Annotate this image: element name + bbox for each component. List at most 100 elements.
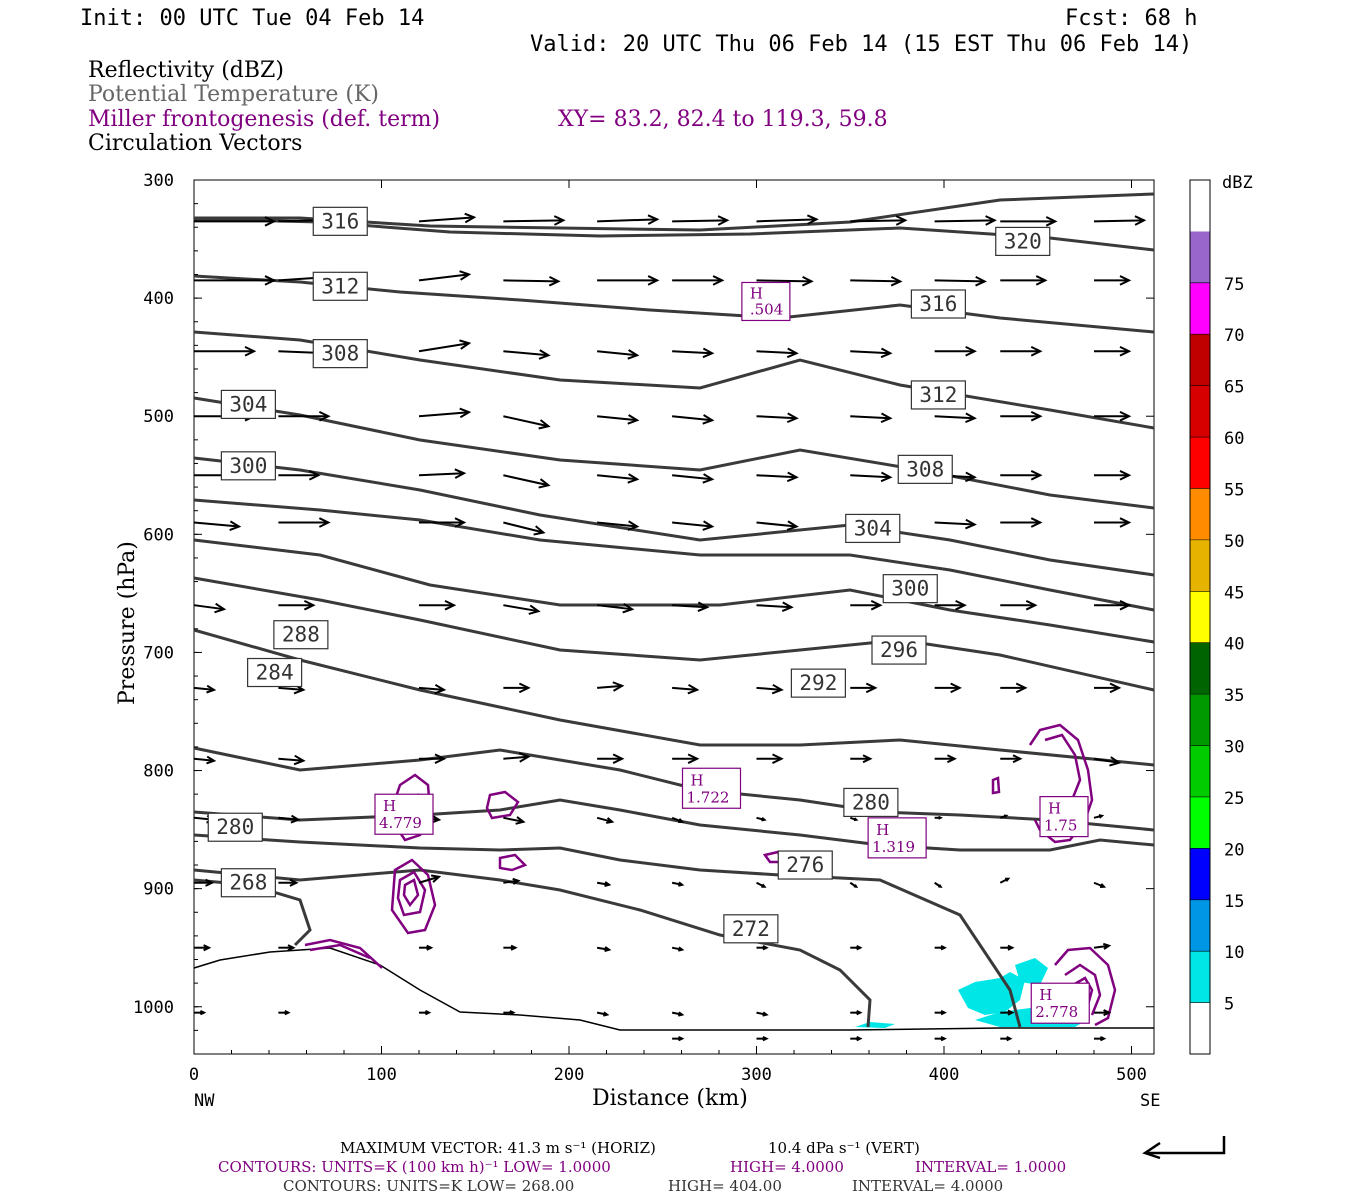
circulation-vector-head (214, 602, 227, 614)
circulation-vector-head (434, 753, 447, 764)
colorbar-label: 50 (1224, 532, 1244, 552)
circulation-vector-head (1098, 814, 1105, 819)
frontogenesis-contours (304, 723, 1117, 1027)
fronto-contour (1028, 723, 1094, 844)
circulation-vector (1093, 219, 1145, 223)
circulation-vector-head (293, 754, 306, 766)
circulation-vector-head (880, 347, 893, 359)
circulation-vector-head (289, 878, 299, 887)
circulation-vector-head (1012, 754, 1023, 764)
x-tick-label: 500 (1116, 1065, 1147, 1085)
init-label: Init: 00 UTC Tue 04 Feb 14 (80, 6, 424, 31)
circulation-vector-head (1030, 517, 1043, 528)
circulation-vector-head (1119, 275, 1132, 286)
circulation-vector-head (965, 346, 977, 357)
theta-line (193, 456, 1155, 577)
fronto-contour (304, 938, 383, 969)
circulation-vector-head (647, 214, 660, 225)
circulation-vector (756, 415, 797, 420)
y-axis-title: Pressure (hPa) (115, 541, 140, 705)
circulation-vector-head (1119, 599, 1132, 611)
circulation-vector (850, 415, 891, 420)
circulation-vector (418, 216, 475, 223)
reference-vector (1142, 1136, 1226, 1160)
theta-line (193, 746, 1155, 832)
colorbar-bin (1190, 539, 1210, 592)
circulation-vector (597, 604, 633, 611)
theta-label: 288 (282, 623, 320, 647)
y-tick-label: 500 (143, 407, 174, 427)
circulation-vector-head (627, 414, 640, 425)
fronto-max-box (1030, 982, 1090, 1024)
fronto-max-value: 1.75 (1044, 817, 1077, 835)
circulation-vector (596, 816, 613, 823)
theta-label: 316 (321, 209, 359, 233)
circulation-vector-head (762, 1036, 769, 1042)
theta-label: 268 (229, 871, 267, 895)
circulation-vector-head (264, 275, 277, 286)
valid-label: Valid: 20 UTC Thu 06 Feb 14 (15 EST Thu … (530, 32, 1192, 57)
theta-label-box (871, 635, 927, 665)
circulation-vector (503, 816, 524, 823)
y-tick-label: 700 (143, 643, 174, 663)
circulation-vector (193, 757, 215, 762)
theta-label-box (910, 380, 966, 410)
circulation-vector (597, 684, 623, 689)
theta-label: 308 (321, 342, 359, 366)
colorbar-bin (1190, 282, 1210, 335)
circulation-vector (503, 879, 519, 884)
circulation-vector-head (424, 1010, 432, 1016)
circulation-vector-head (856, 1010, 863, 1016)
circulation-vector-head (762, 945, 769, 951)
fronto-max-h: H (691, 771, 704, 789)
colorbar-label: 70 (1224, 326, 1244, 346)
circulation-vector-head (1119, 346, 1132, 357)
circulation-vector-head (772, 753, 784, 764)
circulation-vector-head (1119, 470, 1132, 481)
circulation-vector-head (697, 601, 710, 612)
footer-contours-fronto-interval: INTERVAL= 1.0000 (915, 1158, 1066, 1176)
circulation-vector-head (431, 814, 442, 824)
circulation-vector-head (244, 346, 257, 357)
circulation-vector-head (459, 339, 472, 350)
circulation-vector (756, 474, 797, 479)
axes: 0 100 200 300 400 500 300 400 500 600 700 800 900 100… (133, 171, 1154, 1085)
theta-line (193, 833, 1022, 1028)
theta-label: 312 (919, 383, 957, 407)
colorbar-label: 20 (1224, 840, 1244, 860)
circulation-vector-head (678, 1036, 685, 1042)
fronto-max-value: 1.319 (872, 838, 915, 856)
reference-vector-arrow (1148, 1136, 1226, 1155)
theta-labels: 316320312316H.50430831230430830030430028… (207, 206, 1051, 944)
fronto-contour (991, 776, 1001, 795)
circulation-vector-head (801, 275, 814, 287)
circulation-vector-head (287, 944, 296, 952)
circulation-vector (756, 350, 797, 355)
circulation-vector-head (890, 275, 903, 287)
colorbar: 5 10 15 20 25 30 35 40 45 50 55 60 65 70 75 (1189, 179, 1244, 1055)
colorbar-bin (1190, 1002, 1210, 1054)
circulation-vector-head (862, 754, 873, 764)
circulation-vector-head (880, 412, 893, 424)
circulation-vector-head (548, 275, 561, 287)
circulation-vector-head (430, 874, 442, 883)
theta-label-box (843, 787, 899, 818)
circulation-vector (850, 219, 906, 223)
circulation-vector-head (622, 602, 635, 614)
theta-label-box (723, 914, 779, 944)
circulation-vector-head (950, 682, 962, 694)
circulation-vector-head (1003, 814, 1009, 819)
theta-label: 304 (229, 392, 267, 416)
y-tick-label: 400 (143, 289, 174, 309)
circulation-vector (193, 604, 225, 611)
theta-line (193, 498, 1155, 612)
colorbar-label: 5 (1224, 995, 1234, 1015)
circulation-vector-head (985, 215, 997, 226)
circulation-vector-head (528, 604, 541, 615)
circulation-vector-head (205, 878, 215, 887)
colorbar-bin (1190, 180, 1210, 232)
y-tick-label: 600 (143, 525, 174, 545)
circulation-vector-head (853, 817, 859, 822)
fronto-contour (396, 870, 427, 917)
